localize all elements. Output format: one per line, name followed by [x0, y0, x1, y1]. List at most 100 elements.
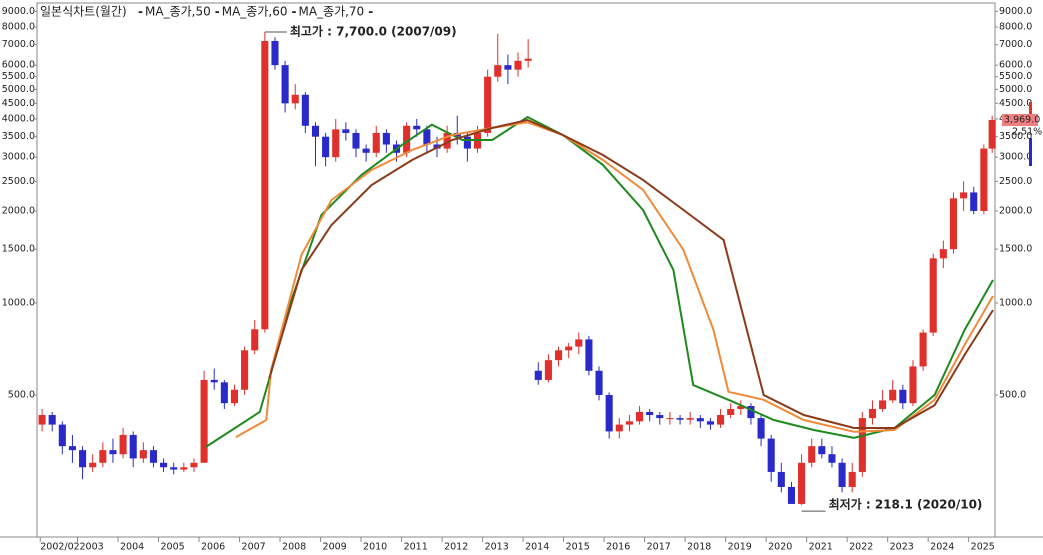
- candle-body: [625, 421, 633, 425]
- y-tick-label: 2500.0: [2, 176, 35, 187]
- candle-body: [838, 462, 846, 487]
- candle-body: [382, 132, 390, 145]
- x-tick-label: 2025: [971, 542, 995, 553]
- y-tick-label: 8000.0: [2, 21, 35, 32]
- candle-body: [261, 40, 269, 330]
- candle-body: [636, 411, 644, 422]
- candle-body: [139, 450, 147, 459]
- candle-body: [463, 136, 471, 149]
- x-tick-label: 2010: [363, 542, 387, 553]
- candle-body: [494, 65, 502, 77]
- y2-tick-label: 4500.0: [999, 98, 1032, 109]
- x-tick-label: 2023: [890, 542, 914, 553]
- candle-body: [251, 329, 259, 351]
- candle-body: [899, 389, 907, 404]
- candle-body: [696, 418, 704, 422]
- candle-body: [706, 421, 714, 425]
- ma-line: [235, 121, 994, 438]
- x-tick-label: 2022: [849, 542, 873, 553]
- candle-body: [646, 411, 654, 415]
- legend-label: MA_종가,60: [222, 5, 288, 19]
- candle-body: [727, 408, 735, 415]
- y-tick-label: 4000.0: [2, 113, 35, 124]
- candle-body: [68, 446, 76, 451]
- candle-body: [929, 258, 937, 333]
- candle-body: [524, 58, 532, 61]
- candle-body: [717, 414, 725, 425]
- candle-body: [301, 94, 309, 126]
- y2-tick-label: 500.0: [999, 389, 1026, 400]
- candle-body: [291, 94, 299, 104]
- candle-body: [342, 129, 350, 133]
- y2-tick-label: 1000.0: [999, 297, 1032, 308]
- x-tick-label: 2009: [323, 542, 347, 553]
- x-tick-label: 2017: [647, 542, 671, 553]
- x-tick-label: 2019: [728, 542, 752, 553]
- last-price: 3,969.0: [1004, 115, 1040, 126]
- candle-body: [787, 486, 795, 504]
- candle-body: [322, 136, 330, 158]
- candle-body: [879, 400, 887, 409]
- x-tick-label: 2021: [809, 542, 833, 553]
- candle-body: [686, 418, 694, 420]
- x-tick-label: 2011: [404, 542, 428, 553]
- candle-body: [777, 471, 785, 487]
- candle-body: [109, 450, 117, 455]
- candle-body: [403, 125, 411, 153]
- x-tick-label: 2006: [201, 542, 225, 553]
- candle-body: [484, 76, 492, 133]
- candle-body: [919, 332, 927, 367]
- candle-body: [119, 434, 127, 455]
- candle-body: [909, 366, 917, 404]
- legend-label: MA_종가,70: [298, 5, 364, 19]
- x-tick-label: 2003: [80, 542, 104, 553]
- y-tick-label: 2000.0: [2, 205, 35, 216]
- candle-body: [48, 414, 56, 425]
- candle-body: [848, 471, 856, 487]
- price-bar: [1029, 138, 1032, 167]
- y2-tick-label: 7000.0: [999, 39, 1032, 50]
- candle-body: [443, 132, 451, 149]
- candle-body: [970, 192, 978, 211]
- candle-body: [554, 350, 563, 361]
- price-bar: [1029, 102, 1032, 115]
- y2-tick-label: 5500.0: [999, 71, 1032, 82]
- candle-body: [868, 408, 877, 419]
- candle-body: [747, 406, 755, 419]
- candle-body: [210, 379, 218, 383]
- candle-body: [595, 370, 603, 395]
- candle-body: [808, 446, 816, 463]
- candle-body: [798, 462, 806, 504]
- y-tick-label: 4500.0: [2, 98, 35, 109]
- x-tick-label: 2013: [485, 542, 509, 553]
- legend-swatch: -: [138, 5, 143, 19]
- candle-body: [190, 462, 198, 468]
- x-tick-label: 2004: [120, 542, 144, 553]
- candle-body: [149, 450, 158, 463]
- candle-body: [585, 339, 593, 371]
- candle-body: [241, 350, 249, 390]
- x-tick-label: 2015: [566, 542, 590, 553]
- high-annotation: 최고가 : 7,700.0 (2007/09): [290, 24, 457, 39]
- candle-body: [160, 462, 168, 468]
- x-tick-label: 2005: [161, 542, 185, 553]
- y2-tick-label: 5000.0: [999, 84, 1032, 95]
- y2-tick-label: 8000.0: [999, 21, 1032, 32]
- candle-body: [200, 379, 208, 463]
- candle-body: [352, 132, 360, 149]
- candle-body: [767, 438, 775, 472]
- candle-body: [79, 450, 87, 468]
- chart-title: 일본식차트(월간): [40, 5, 127, 19]
- ma-line: [268, 118, 994, 429]
- y-tick-label: 1500.0: [2, 244, 35, 255]
- legend-swatch: -: [215, 5, 220, 19]
- candle-body: [615, 424, 623, 432]
- x-tick-label: 2020: [768, 542, 792, 553]
- x-tick-label: 2007: [242, 542, 266, 553]
- candle-body: [575, 339, 583, 347]
- candle-body: [220, 382, 228, 404]
- x-tick-label: 2012: [444, 542, 468, 553]
- candle-body: [980, 148, 988, 211]
